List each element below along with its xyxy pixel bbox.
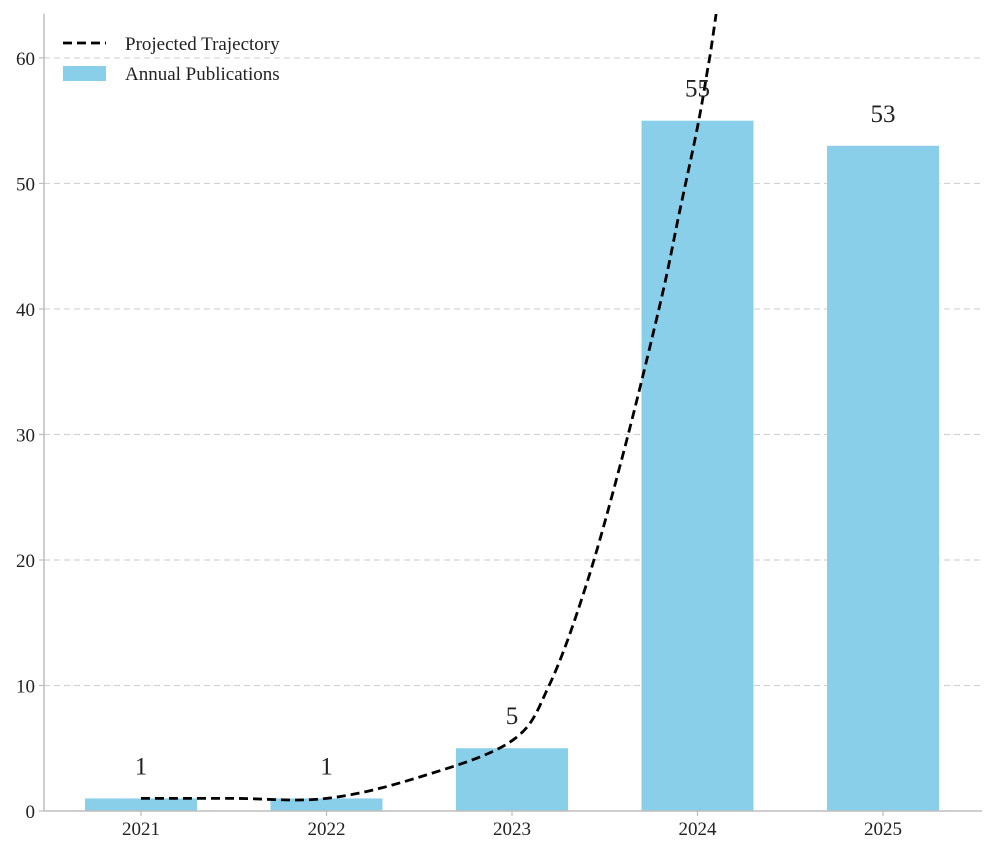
bar-value-label: 1	[320, 753, 333, 780]
x-tick-label: 2023	[493, 819, 531, 840]
grid-layer	[44, 57, 982, 687]
bar	[827, 145, 939, 811]
legend: Projected Trajectory Annual Publications	[63, 34, 280, 85]
y-tick-label: 20	[16, 551, 35, 572]
x-tick-label: 2021	[122, 819, 160, 840]
y-tick-label: 60	[16, 49, 35, 70]
y-tick-label: 10	[16, 676, 35, 697]
projected-trajectory-line	[140, 14, 718, 802]
bar-value-label: 1	[135, 753, 148, 780]
bar-value-label: 55	[685, 76, 710, 103]
bar-value-label: 53	[871, 101, 896, 128]
legend-label-annual: Annual Publications	[125, 64, 280, 85]
x-tick-label: 2022	[308, 819, 346, 840]
line-layer	[140, 14, 718, 802]
bar	[85, 798, 197, 811]
x-tick-label: 2025	[864, 819, 902, 840]
legend-bar-swatch	[63, 66, 106, 81]
bar	[456, 748, 568, 811]
bar	[270, 798, 383, 811]
axes-layer: 0 10 20 30 40 50 60 2021 2022 2023 2024 2025	[16, 14, 982, 840]
bar-value-label: 5	[506, 703, 519, 730]
legend-label-projected: Projected Trajectory	[125, 34, 280, 55]
bar-layer	[85, 120, 939, 811]
y-tick-label: 40	[16, 300, 35, 321]
y-tick-label: 50	[16, 174, 35, 195]
bar	[641, 120, 754, 811]
y-tick-label: 30	[16, 425, 35, 446]
y-tick-label: 0	[26, 802, 36, 823]
x-tick-label: 2024	[679, 819, 718, 840]
